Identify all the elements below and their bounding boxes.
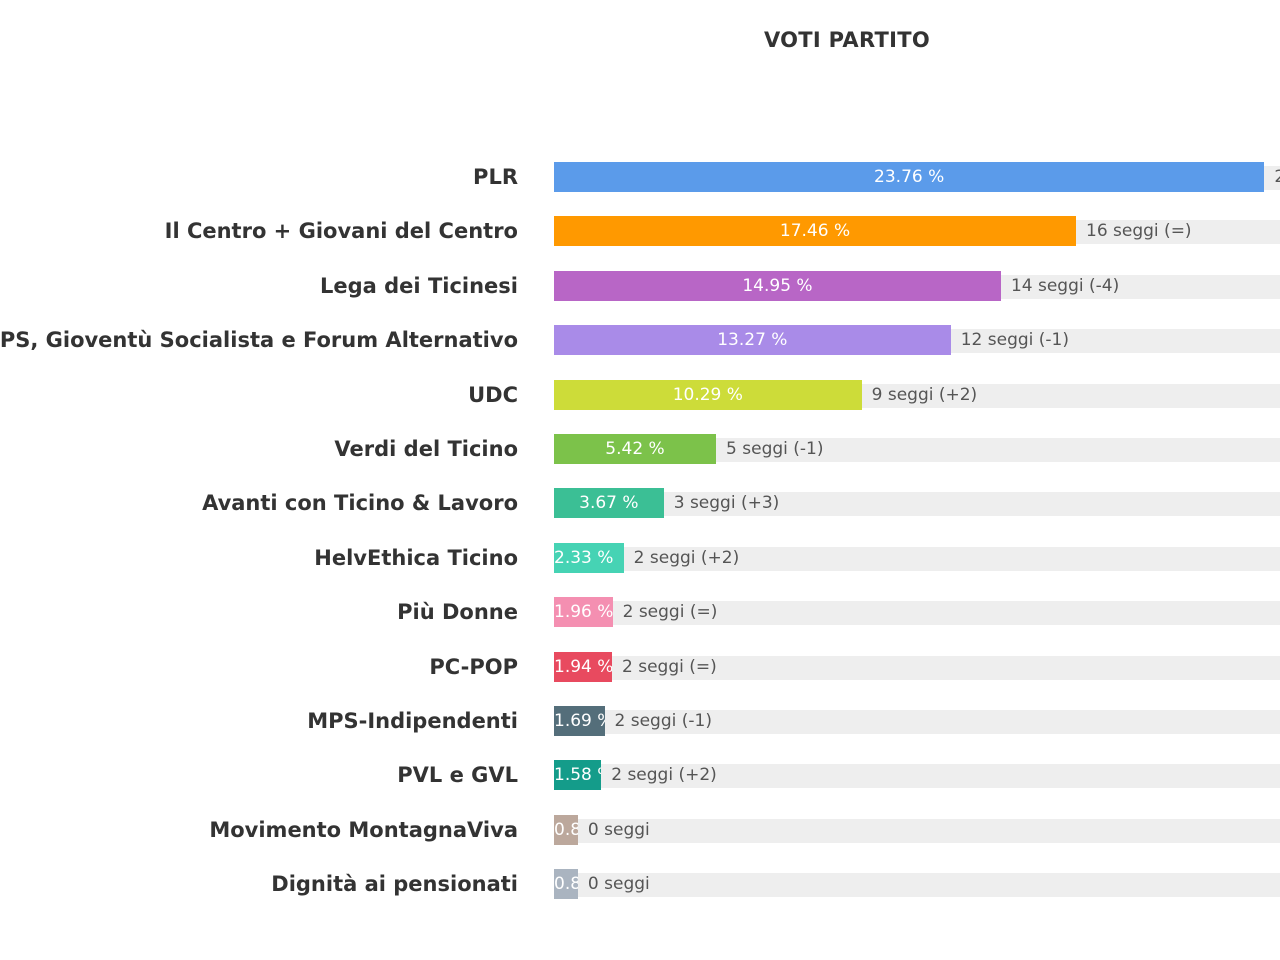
bar: 14.95 % <box>554 270 1001 301</box>
chart-title: VOTI PARTITO <box>763 28 931 52</box>
bar-row: Verdi del Ticino 5.42 % 5 seggi (-1) <box>0 434 1280 464</box>
category-label: UDC <box>468 382 518 407</box>
bar: 10.29 % <box>554 379 862 410</box>
bar-track <box>554 710 1280 734</box>
category-label: Lega dei Ticinesi <box>320 273 518 298</box>
bar-row: Avanti con Ticino & Lavoro 3.67 % 3 seggi … <box>0 488 1280 519</box>
category-label: PC-POP <box>429 654 518 679</box>
value-label: 17.46 % <box>779 221 851 242</box>
value-label: 1.94 % <box>554 656 612 677</box>
seats-label: 12 seggi (-1) <box>960 330 1069 351</box>
value-label: 23.76 % <box>874 167 945 187</box>
seats-label: 3 seggi (+3) <box>673 493 780 514</box>
bar-row: UDC 10.29 % 9 seggi (+2) <box>0 379 1280 410</box>
value-label: 1.69 % <box>554 711 605 731</box>
bar: 1.96 % <box>554 597 613 628</box>
value-label: 14.95 % <box>742 275 813 296</box>
bar: 2.33 % <box>554 542 624 573</box>
bar-track <box>554 818 1280 843</box>
bar-track <box>554 764 1280 789</box>
seats-label: 14 seggi (-4) <box>1010 275 1120 296</box>
seats-label: 2 seggi (+2) <box>633 547 740 568</box>
value-label: 13.27 % <box>717 330 788 351</box>
bar-track <box>554 655 1280 680</box>
category-label: Verdi del Ticino <box>334 437 518 461</box>
bar-track <box>554 492 1280 517</box>
seats-label: 0 seggi <box>587 819 650 840</box>
bar-row: PC-POP 1.94 % 2 seggi (=) <box>0 651 1280 682</box>
bar-track <box>554 601 1280 626</box>
category-label: Il Centro + Giovani del Centro <box>164 219 518 244</box>
category-label: PS, Gioventù Socialista e Forum Alternat… <box>0 328 518 353</box>
category-label: HelvEthica Ticino <box>314 545 518 570</box>
value-label: 0.8 <box>554 819 578 840</box>
bar-row: Movimento MontagnaViva 0.8 0 seggi <box>0 814 1280 845</box>
seats-label: 16 seggi (=) <box>1086 221 1192 242</box>
value-label: 1.58 % <box>554 765 601 786</box>
category-label: MPS-Indipendenti <box>307 709 518 733</box>
bar-row: Il Centro + Giovani del Centro 17.46 % 16 … <box>0 216 1280 247</box>
bar: 1.58 % <box>554 760 602 791</box>
bar-row: PVL e GVL 1.58 % 2 seggi (+2) <box>0 760 1280 791</box>
category-label: Avanti con Ticino & Lavoro <box>202 491 518 516</box>
value-label: 1.96 % <box>554 602 613 623</box>
seats-label: 2 seggi (=) <box>622 602 718 623</box>
bar-track <box>554 873 1280 898</box>
bar-row: MPS-Indipendenti 1.69 % 2 seggi (-1) <box>0 706 1280 736</box>
bar: 0.8 <box>554 814 578 845</box>
bar: 23.76 % <box>554 162 1265 192</box>
bar-row: PLR 23.76 % 2 <box>0 162 1280 192</box>
bar: 0.8 <box>554 869 578 900</box>
bar-track <box>554 546 1280 571</box>
seats-label: 2 seggi (=) <box>622 656 717 677</box>
bar: 1.69 % <box>554 706 605 736</box>
bar-row: Lega dei Ticinesi 14.95 % 14 seggi (-4) <box>0 270 1280 301</box>
bar-row: Più Donne 1.96 % 2 seggi (=) <box>0 597 1280 628</box>
seats-label: 9 seggi (+2) <box>871 384 978 405</box>
seats-label: 2 <box>1274 167 1280 187</box>
bar-row: Dignità ai pensionati 0.8 0 seggi <box>0 869 1280 900</box>
seats-label: 2 seggi (+2) <box>611 765 717 786</box>
category-label: Movimento MontagnaViva <box>209 817 518 842</box>
value-label: 3.67 % <box>579 493 639 514</box>
category-label: Più Donne <box>397 600 518 625</box>
seats-label: 2 seggi (-1) <box>614 711 712 731</box>
bar-row: PS, Gioventù Socialista e Forum Alternat… <box>0 325 1280 356</box>
category-label: PLR <box>473 165 518 189</box>
seats-label: 0 seggi <box>587 874 650 895</box>
value-label: 2.33 % <box>554 547 614 568</box>
category-label: Dignità ai pensionati <box>271 872 518 897</box>
category-label: PVL e GVL <box>397 763 518 788</box>
bar: 1.94 % <box>554 651 612 682</box>
value-label: 0.8 <box>554 874 578 895</box>
bar: 13.27 % <box>554 325 951 356</box>
bar: 5.42 % <box>554 434 717 464</box>
value-label: 10.29 % <box>672 384 743 405</box>
value-label: 5.42 % <box>605 439 665 459</box>
bar-row: HelvEthica Ticino 2.33 % 2 seggi (+2) <box>0 542 1280 573</box>
seats-label: 5 seggi (-1) <box>726 439 824 459</box>
bar: 17.46 % <box>554 216 1076 247</box>
bar: 3.67 % <box>554 488 664 519</box>
